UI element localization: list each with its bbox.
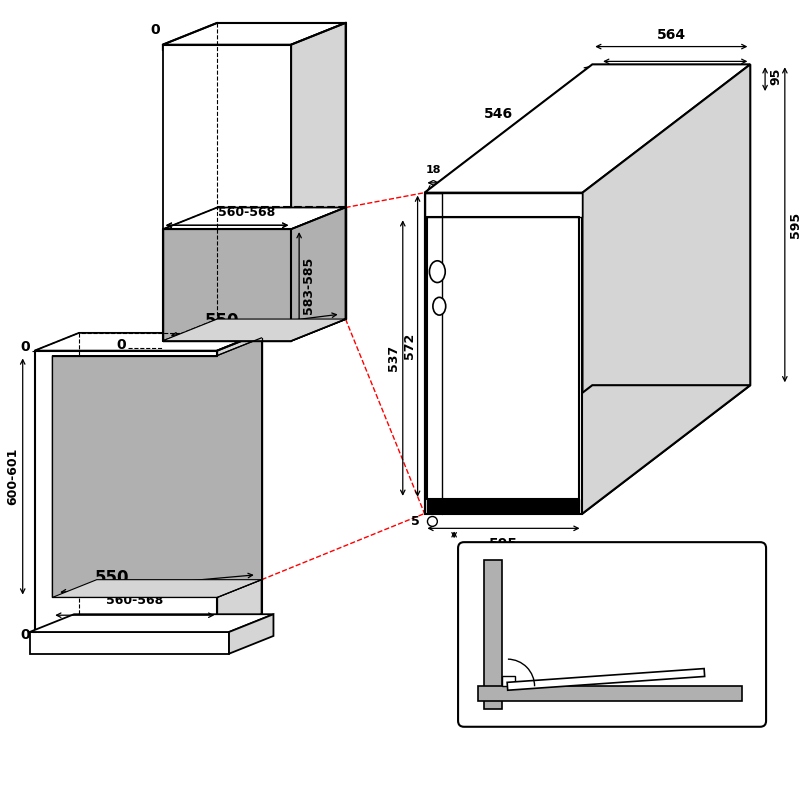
Text: 20: 20 [470,542,487,554]
Text: 572: 572 [402,333,416,359]
Text: 550: 550 [94,569,129,586]
Polygon shape [291,207,346,341]
Text: 0: 0 [20,340,30,354]
Text: 600-601: 600-601 [6,448,20,505]
Text: 89°: 89° [537,654,561,666]
Text: 543: 543 [657,68,686,82]
Text: 0: 0 [117,338,126,352]
Text: 95: 95 [769,68,782,86]
Polygon shape [34,333,262,350]
Text: 5: 5 [411,515,419,528]
Text: 595: 595 [789,212,800,238]
Ellipse shape [430,261,446,282]
Polygon shape [502,677,515,686]
Polygon shape [425,64,750,193]
Polygon shape [52,580,262,598]
Polygon shape [478,686,742,701]
Polygon shape [582,64,750,514]
Circle shape [427,517,438,526]
Text: 18: 18 [426,165,441,175]
Polygon shape [291,23,346,230]
Polygon shape [163,207,346,230]
Polygon shape [425,193,582,218]
Ellipse shape [433,298,446,315]
Polygon shape [425,385,750,514]
Polygon shape [52,338,262,598]
Text: 537: 537 [387,345,400,371]
Polygon shape [163,45,291,230]
Polygon shape [425,193,582,514]
Text: 595: 595 [489,538,518,551]
Text: 477: 477 [593,648,619,661]
Text: 0: 0 [150,22,160,37]
Text: 0: 0 [20,628,30,642]
Polygon shape [217,333,262,632]
Polygon shape [30,632,229,654]
Polygon shape [30,614,274,632]
FancyBboxPatch shape [458,542,766,726]
Text: 0: 0 [725,686,733,695]
Polygon shape [163,319,346,341]
Text: 564: 564 [657,28,686,42]
Polygon shape [163,207,346,341]
Text: 583-585: 583-585 [302,256,315,314]
Polygon shape [229,614,274,654]
Polygon shape [507,669,705,690]
Text: 560-568: 560-568 [218,206,275,219]
Polygon shape [484,560,502,709]
Text: 546: 546 [484,106,513,121]
Polygon shape [163,23,346,45]
Text: 550: 550 [205,312,239,330]
Text: 560-568: 560-568 [106,594,163,607]
Text: 345: 345 [638,129,666,143]
Text: 10: 10 [728,690,746,703]
Polygon shape [427,498,579,513]
